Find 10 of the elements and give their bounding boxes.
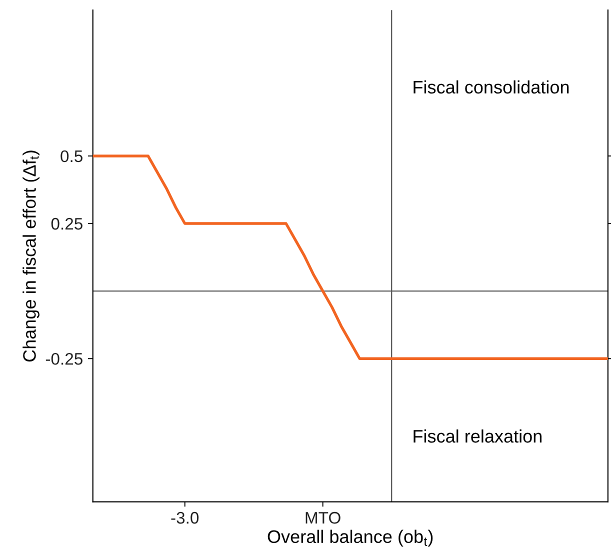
y-axis-title: Change in fiscal effort (Δf$_{t}$) bbox=[22, 150, 40, 362]
y-tick-label: 0.25 bbox=[51, 218, 82, 230]
x-axis-title: Overall balance (ob$_{t}$) bbox=[268, 530, 433, 547]
annotation: Fiscal consolidation bbox=[414, 80, 569, 94]
line-series bbox=[92, 154, 608, 360]
annotation: Fiscal relaxation bbox=[414, 429, 542, 443]
y-tick-label: -0.25 bbox=[46, 352, 82, 365]
y-tick-label: 0.5 bbox=[60, 150, 82, 162]
x-tick-label: MTO bbox=[306, 512, 340, 524]
x-tick-label: -3.0 bbox=[171, 512, 199, 524]
